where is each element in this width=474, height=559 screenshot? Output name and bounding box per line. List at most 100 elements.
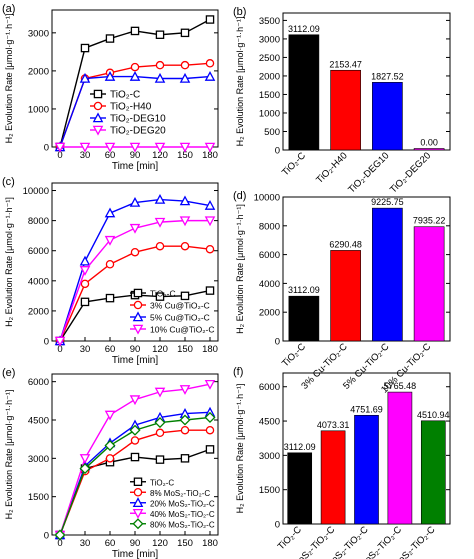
legend-label: TiO₂-C (110, 90, 140, 101)
y-tick-label: 3500 (259, 16, 280, 27)
data-point (204, 379, 216, 390)
panel-label: (f) (233, 366, 243, 378)
data-point (179, 142, 191, 153)
bar-value-label: 6290.48 (329, 239, 362, 249)
chart-a: 0 1000 2000 3000 0 30 60 90 120 150 180 Time [min] H… (2, 3, 219, 172)
bar (330, 250, 361, 342)
category-label: TiO₂-DEG20 (388, 150, 433, 195)
bar (287, 452, 313, 525)
data-point (104, 440, 116, 452)
legend: TiO₂-C 8% MoS₂-TiO₂-C20% MoS₂-TiO₂-C 40% M… (130, 477, 215, 530)
legend-label: 8% MoS₂-TiO₂-C (150, 489, 210, 498)
data-point (180, 28, 190, 38)
y-tick-label: 3000 (259, 34, 280, 45)
legend-entry: 5% Cu@TiO₂-C (130, 311, 210, 323)
data-point (204, 216, 216, 227)
data-point (155, 60, 165, 70)
bar (354, 414, 379, 525)
bar-value-label: 3112.09 (288, 24, 320, 34)
y-axis-label: H₂ Evolution Rate [μmol·g⁻¹·h⁻¹] (235, 204, 245, 334)
bar (372, 82, 403, 151)
data-point (104, 207, 116, 218)
x-tick-label: 0 (57, 344, 62, 355)
data-point (204, 411, 216, 423)
y-tick-label: 1500 (259, 485, 280, 496)
data-point (179, 195, 191, 206)
data-point (179, 72, 191, 83)
bar-value-label: 3112.09 (288, 285, 320, 295)
data-point (154, 72, 166, 83)
y-tick-label: 3000 (259, 451, 280, 462)
series (54, 379, 216, 541)
bar (330, 69, 361, 151)
y-axis-label: H₂ Evolution Rate [μmol·g⁻¹·h⁻¹] (4, 197, 14, 327)
panel-label: (c) (2, 176, 15, 188)
y-tick-label: 6000 (28, 246, 49, 257)
data-point (205, 59, 215, 68)
legend-entry: TiO₂-C (130, 289, 176, 299)
bar-value-label: 2153.47 (329, 59, 362, 69)
y-tick-label: 0 (44, 337, 49, 348)
data-point (204, 71, 216, 81)
data-point (104, 410, 116, 421)
data-point (105, 454, 115, 463)
y-tick-label: 8000 (28, 216, 49, 227)
legend-marker (132, 497, 144, 508)
y-tick-label: 0 (44, 143, 49, 154)
legend-marker (132, 311, 144, 322)
bar (372, 207, 403, 342)
data-point (129, 196, 141, 207)
x-tick-label: 150 (177, 344, 193, 355)
legend-marker (92, 112, 104, 123)
y-tick-label: 6000 (28, 377, 49, 388)
data-point (155, 30, 165, 39)
y-tick-label: 2000 (259, 71, 280, 82)
data-point (179, 414, 191, 426)
panel-label: (b) (233, 6, 246, 18)
data-point (180, 60, 190, 70)
data-point (129, 223, 141, 234)
data-point (104, 71, 116, 81)
data-point (155, 455, 165, 464)
y-tick-label: 1000 (259, 108, 280, 119)
panel-label: (a) (2, 3, 15, 15)
y-tick-label: 6000 (259, 250, 280, 261)
series (54, 142, 216, 153)
legend-entry: TiO₂-DEG10 (90, 112, 166, 125)
legend-marker (133, 288, 143, 298)
data-point (155, 428, 165, 438)
legend-entry: TiO₂-DEG20 (90, 126, 166, 137)
y-tick-label: 4000 (28, 276, 49, 287)
data-point (129, 424, 141, 436)
x-tick-label: 60 (105, 344, 116, 355)
y-tick-label: 0 (275, 337, 280, 348)
legend-entry: TiO₂-H40 (90, 102, 152, 113)
data-point (154, 417, 166, 429)
x-tick-label: 30 (80, 538, 91, 549)
x-axis-label: Time [min] (112, 549, 159, 559)
data-point (130, 436, 140, 445)
legend-marker (132, 518, 144, 530)
x-tick-label: 120 (152, 344, 168, 355)
data-point (205, 425, 215, 435)
bar (288, 295, 320, 342)
data-point (79, 463, 91, 475)
legend-entry: 10% Cu@TiO₂-C (130, 325, 215, 335)
panel-label: (e) (2, 367, 15, 379)
y-tick-label: 2000 (28, 306, 49, 317)
category-label: TiO₂-C (280, 150, 308, 178)
data-point (130, 26, 140, 36)
y-axis-label: H₂ Evolution Rate [μmol·g⁻¹·h⁻¹] (235, 384, 245, 514)
data-point (80, 279, 90, 289)
y-axis-label: H₂ Evolution Rate [μmol·g⁻¹·h⁻¹] (235, 17, 245, 147)
data-point (104, 142, 116, 153)
legend-label: TiO₂-H40 (110, 102, 152, 113)
data-point (130, 62, 140, 72)
y-tick-label: 6000 (259, 382, 280, 393)
category-label: TiO₂-C (280, 341, 308, 369)
y-tick-label: 2500 (259, 53, 280, 64)
data-point (205, 445, 215, 454)
x-tick-label: 30 (80, 150, 91, 161)
bar-value-label: 3112.09 (284, 442, 316, 452)
legend-entry: 8% MoS₂-TiO₂-C (130, 487, 210, 498)
